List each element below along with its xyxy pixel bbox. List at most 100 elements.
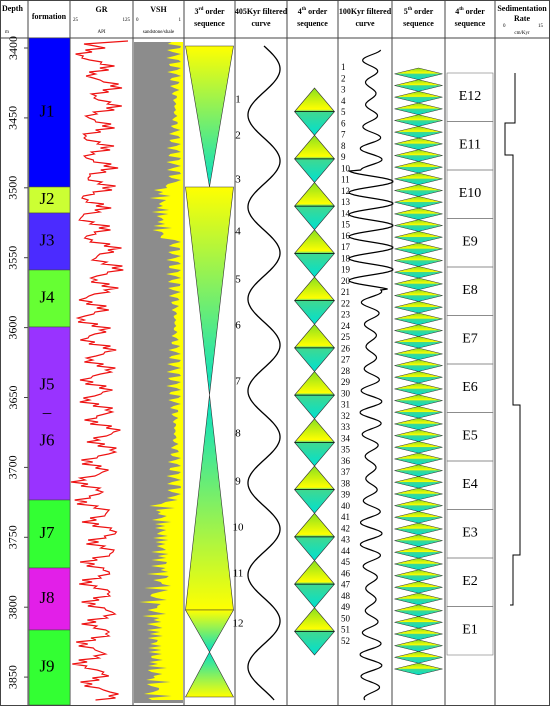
cycle-label: 14 <box>341 208 351 218</box>
cycle-label: 2 <box>341 73 346 83</box>
cycle-label: 52 <box>341 636 350 646</box>
sequence-label: 3 <box>235 174 241 186</box>
sequence-box-label: E1 <box>462 623 478 638</box>
cycle-label: 26 <box>341 343 351 353</box>
cycle-label: 39 <box>341 490 351 500</box>
header-text: 125 <box>123 18 131 23</box>
cycle-label: 13 <box>341 197 351 207</box>
sequence-triangle <box>184 609 235 653</box>
diamond-5th <box>394 102 443 115</box>
cycle-label: 41 <box>341 512 350 522</box>
header-text: formation <box>32 12 67 21</box>
diamond-5th <box>394 394 443 407</box>
diamond-5th <box>394 639 443 652</box>
header-text: 0 <box>136 18 139 23</box>
diamond-5th <box>394 126 443 139</box>
depth-label: 3650 <box>6 386 20 410</box>
header-text: 3rd order <box>194 7 225 16</box>
header-text: order <box>203 7 225 16</box>
header-text: Rate <box>514 14 530 23</box>
cycle-label: 6 <box>341 118 346 128</box>
cycle-label: 7 <box>341 130 346 140</box>
diamond-5th <box>394 464 443 477</box>
cycle-label: 4 <box>341 96 346 106</box>
diamond-5th <box>394 371 443 384</box>
depth-label: 3400 <box>6 36 20 60</box>
cycle-label: 28 <box>341 366 351 376</box>
cycle-label: 16 <box>341 231 351 241</box>
cycle-label: 42 <box>341 523 350 533</box>
formation-label: – <box>42 402 52 421</box>
sequence-label: 8 <box>235 428 241 440</box>
header-text: curve <box>251 19 271 28</box>
cycle-label: 40 <box>341 501 351 511</box>
cycle-label: 12 <box>341 186 350 196</box>
cycle-label: 36 <box>341 456 351 466</box>
diamond-5th <box>394 487 443 501</box>
depth-label: 3700 <box>6 455 20 479</box>
diamond-5th <box>394 149 443 162</box>
depth-label: 3600 <box>6 316 20 340</box>
cycle-label: 50 <box>341 613 351 623</box>
gr-curve <box>70 40 129 701</box>
diamond-5th <box>394 289 443 302</box>
header-text: GR <box>96 5 108 14</box>
diamond-5th <box>394 277 443 290</box>
sequence-box-label: E5 <box>462 429 478 444</box>
header-text: sequence <box>403 19 434 28</box>
diamond-5th <box>394 511 443 524</box>
sequence-box-label: E11 <box>459 138 481 153</box>
sequence-triangle <box>185 45 234 188</box>
cycle-label: 33 <box>341 422 351 432</box>
cycle-label: 17 <box>341 242 351 252</box>
formation-label: J1 <box>39 101 54 120</box>
cycle-label: 19 <box>341 265 351 275</box>
diamond-5th <box>394 172 443 185</box>
formation-block <box>28 269 71 328</box>
cycle-label: 20 <box>341 276 351 286</box>
header-text: sequence <box>297 19 328 28</box>
diamond-5th <box>394 359 443 372</box>
diamond-5th <box>394 301 443 314</box>
cycle-label: 29 <box>341 377 351 387</box>
sequence-box-label: E10 <box>459 186 482 201</box>
depth-label: 3750 <box>6 525 20 549</box>
diamond-5th <box>394 266 443 279</box>
header-text: 25 <box>73 18 79 23</box>
diamond-5th <box>394 161 443 174</box>
sequence-box-label: E9 <box>462 235 478 250</box>
diamond-5th <box>394 557 443 571</box>
header-text: 1 <box>179 18 182 23</box>
formation-block <box>28 499 71 569</box>
sequence-box-label: E4 <box>462 477 478 492</box>
cycle-label: 25 <box>341 332 351 342</box>
sedimentation-rate <box>504 73 521 606</box>
formation-label: J7 <box>39 523 55 542</box>
sequence-box-label: E6 <box>462 380 478 395</box>
diamond-5th <box>394 91 443 104</box>
diamond-5th <box>394 67 443 80</box>
diamond-5th <box>394 382 443 396</box>
depth-label: 3500 <box>6 176 20 200</box>
diamond-5th <box>394 662 443 676</box>
header-text: order <box>412 7 434 16</box>
diamond-5th <box>394 312 443 325</box>
sequence-triangle <box>185 651 234 698</box>
cycle-label: 8 <box>341 141 346 151</box>
diamond-5th <box>394 207 443 220</box>
diamond-5th <box>394 452 443 466</box>
cycle-label: 11 <box>341 175 350 185</box>
diamond-5th <box>394 616 443 629</box>
diamond-5th <box>394 254 443 267</box>
header-text: curve <box>355 19 375 28</box>
diamond-5th <box>394 476 443 489</box>
cycle-label: 10 <box>341 163 351 173</box>
cycle-label: 15 <box>341 220 351 230</box>
sequence-label: 6 <box>235 320 241 332</box>
formation-block <box>28 37 71 188</box>
cycle-label: 27 <box>341 355 351 365</box>
diamond-5th <box>394 534 443 547</box>
header-text: API <box>97 30 105 35</box>
cycle-label: 24 <box>341 321 351 331</box>
